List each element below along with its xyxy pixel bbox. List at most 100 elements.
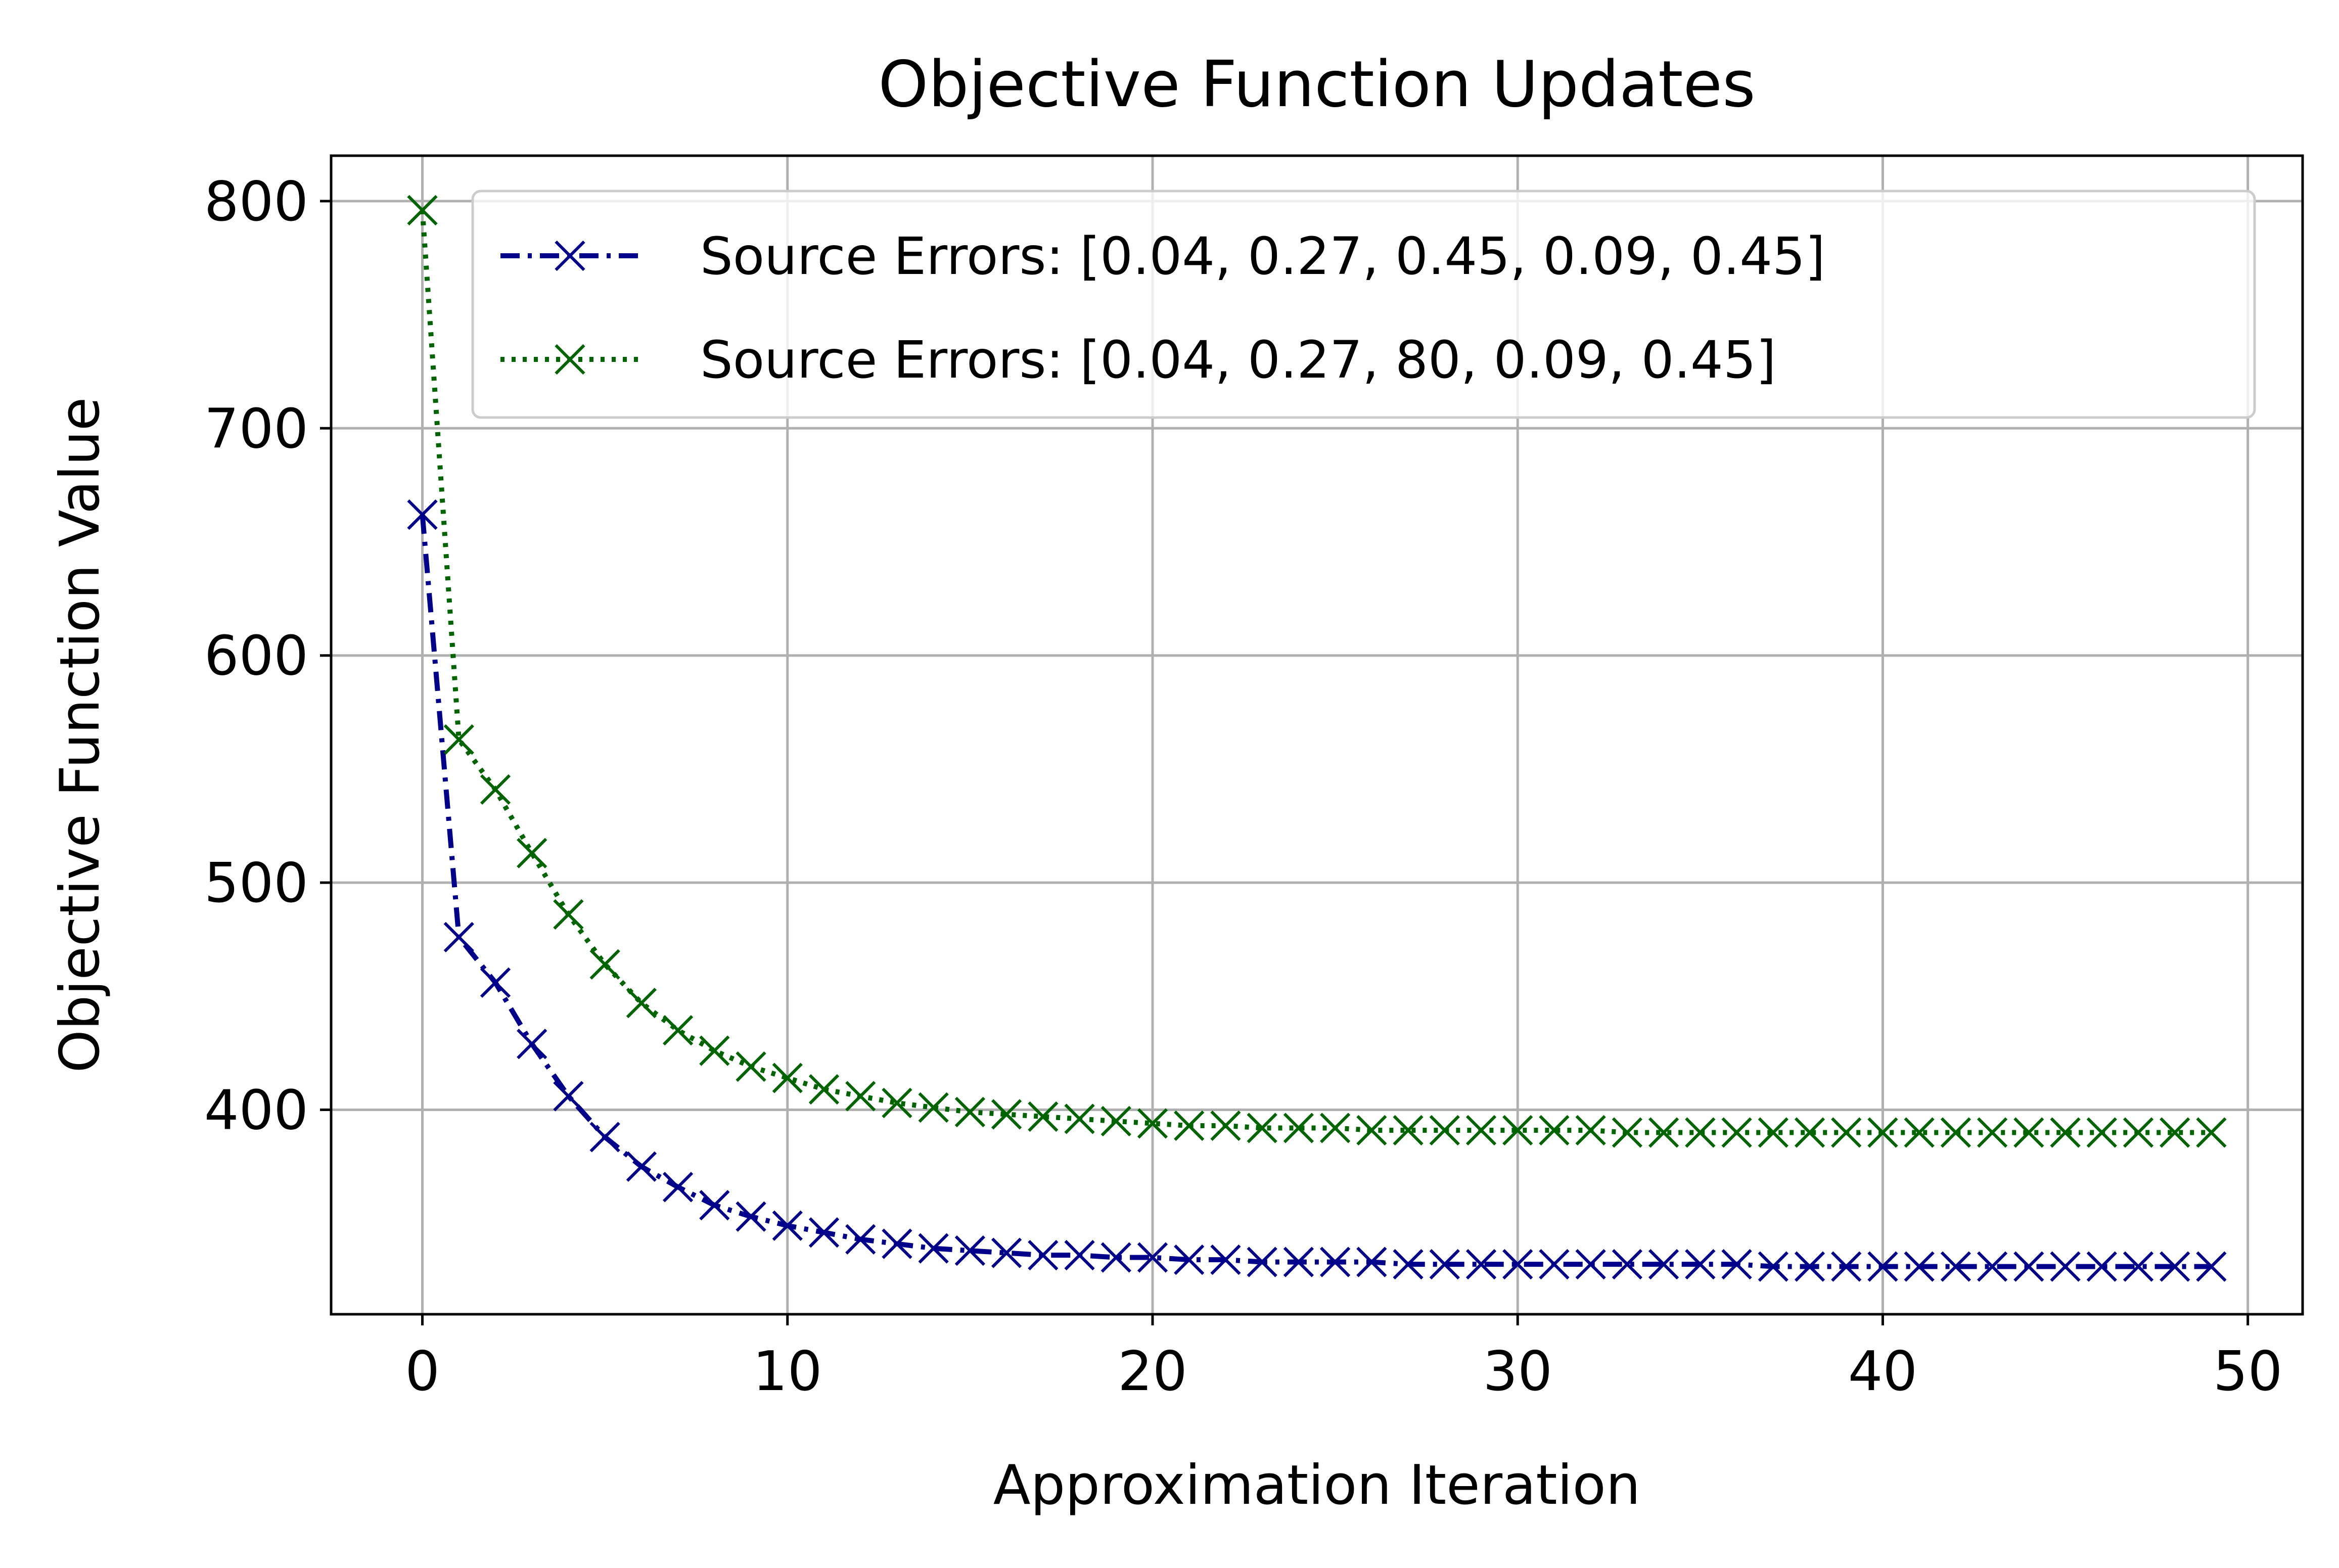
x-tick-label: 50 bbox=[2213, 1340, 2282, 1403]
data-point-marker bbox=[2050, 1251, 2081, 1282]
data-point-marker bbox=[1356, 1115, 1387, 1146]
x-tick-label: 40 bbox=[1848, 1340, 1917, 1403]
data-point-marker bbox=[662, 1015, 694, 1046]
y-tick-label: 600 bbox=[204, 625, 308, 688]
data-point-marker bbox=[2123, 1117, 2154, 1148]
data-point-marker bbox=[1648, 1249, 1679, 1280]
data-point-marker bbox=[1685, 1117, 1716, 1148]
data-point-marker bbox=[1867, 1251, 1898, 1282]
data-point-marker bbox=[1685, 1249, 1716, 1280]
data-point-marker bbox=[662, 1172, 694, 1203]
data-point-marker bbox=[1794, 1251, 1825, 1282]
data-point-marker bbox=[918, 1092, 949, 1123]
data-point-marker bbox=[808, 1074, 840, 1105]
data-point-marker bbox=[1247, 1247, 1277, 1277]
data-point-marker bbox=[2086, 1251, 2117, 1282]
data-point-marker bbox=[1904, 1251, 1935, 1282]
legend-box bbox=[471, 190, 2256, 419]
data-point-marker bbox=[1210, 1110, 1241, 1141]
data-point-marker bbox=[553, 899, 584, 930]
data-point-marker bbox=[1028, 1240, 1059, 1271]
legend-marker-sample bbox=[555, 344, 585, 375]
x-tick-label: 30 bbox=[1483, 1340, 1552, 1403]
data-point-marker bbox=[1319, 1247, 1351, 1277]
series-lines bbox=[407, 195, 2227, 1282]
data-point-marker bbox=[1758, 1251, 1788, 1282]
data-point-marker bbox=[1904, 1117, 1935, 1148]
x-tick-label: 20 bbox=[1118, 1340, 1187, 1403]
data-point-marker bbox=[1575, 1249, 1606, 1280]
plot-frame bbox=[330, 154, 2304, 1316]
data-point-marker bbox=[517, 1029, 547, 1059]
x-tick-label: 10 bbox=[753, 1340, 822, 1403]
data-point-marker bbox=[1319, 1113, 1351, 1143]
data-point-marker bbox=[1977, 1117, 2008, 1148]
y-tick-label: 400 bbox=[204, 1079, 308, 1142]
data-point-marker bbox=[1137, 1108, 1168, 1139]
data-point-marker bbox=[2196, 1251, 2227, 1282]
legend-label: Source Errors: [0.04, 0.27, 80, 0.09, 0.… bbox=[700, 330, 1776, 390]
data-point-marker bbox=[1502, 1249, 1533, 1280]
legend: Source Errors: [0.04, 0.27, 0.45, 0.09, … bbox=[471, 190, 2256, 419]
data-point-marker bbox=[480, 774, 511, 805]
data-point-marker bbox=[2013, 1117, 2044, 1148]
data-point-marker bbox=[1539, 1249, 1570, 1280]
data-point-marker bbox=[1393, 1249, 1424, 1280]
data-point-marker bbox=[1465, 1115, 1497, 1146]
axis-ticks: 0 10 20 30 40 50 400 500 600 700 800 bbox=[204, 170, 2283, 1403]
data-point-marker bbox=[443, 921, 474, 953]
data-point-marker bbox=[2196, 1117, 2227, 1148]
data-point-marker bbox=[1064, 1240, 1095, 1271]
series-1 bbox=[407, 499, 2227, 1282]
data-point-marker bbox=[2013, 1251, 2044, 1282]
data-point-marker bbox=[699, 1035, 730, 1066]
y-axis-label: Objective Function Value bbox=[49, 397, 112, 1073]
legend-label: Source Errors: [0.04, 0.27, 0.45, 0.09, … bbox=[700, 226, 1825, 287]
data-point-marker bbox=[736, 1201, 766, 1232]
data-point-marker bbox=[589, 949, 620, 980]
data-point-marker bbox=[772, 1210, 803, 1241]
data-point-marker bbox=[1502, 1115, 1533, 1146]
data-point-marker bbox=[626, 1151, 657, 1182]
data-point-marker bbox=[772, 1063, 803, 1093]
y-tick-label: 800 bbox=[204, 170, 308, 234]
data-point-marker bbox=[589, 1122, 620, 1152]
data-point-marker bbox=[2050, 1117, 2081, 1148]
data-point-marker bbox=[1137, 1242, 1168, 1273]
data-point-marker bbox=[882, 1087, 912, 1119]
data-point-marker bbox=[918, 1233, 949, 1264]
data-point-marker bbox=[808, 1217, 840, 1248]
x-tick-label: 0 bbox=[405, 1340, 440, 1403]
data-point-marker bbox=[954, 1096, 986, 1128]
data-point-marker bbox=[1721, 1117, 1752, 1148]
data-point-marker bbox=[1100, 1242, 1131, 1273]
series-line bbox=[420, 514, 2212, 1269]
data-point-marker bbox=[1940, 1251, 1971, 1282]
data-point-marker bbox=[480, 967, 511, 998]
data-point-marker bbox=[517, 838, 547, 868]
data-point-marker bbox=[1977, 1251, 2008, 1282]
data-point-marker bbox=[1831, 1251, 1862, 1282]
data-point-marker bbox=[1612, 1117, 1643, 1148]
y-tick-label: 500 bbox=[204, 852, 308, 915]
data-point-marker bbox=[1721, 1249, 1752, 1280]
data-point-marker bbox=[2123, 1251, 2154, 1282]
data-point-marker bbox=[1429, 1115, 1460, 1146]
data-point-marker bbox=[1210, 1244, 1241, 1275]
legend-marker-sample bbox=[555, 240, 585, 271]
x-axis-label: Approximation Iteration bbox=[993, 1454, 1640, 1517]
data-point-marker bbox=[2086, 1117, 2117, 1148]
data-point-marker bbox=[1356, 1247, 1387, 1277]
data-point-marker bbox=[1867, 1117, 1898, 1148]
data-point-marker bbox=[736, 1051, 766, 1082]
data-point-marker bbox=[626, 988, 657, 1019]
data-point-marker bbox=[845, 1224, 876, 1255]
data-point-marker bbox=[1575, 1115, 1606, 1146]
data-point-marker bbox=[1758, 1117, 1788, 1148]
data-point-marker bbox=[1247, 1113, 1277, 1143]
data-point-marker bbox=[407, 499, 438, 530]
data-point-marker bbox=[1174, 1110, 1205, 1141]
data-point-marker bbox=[991, 1099, 1022, 1130]
